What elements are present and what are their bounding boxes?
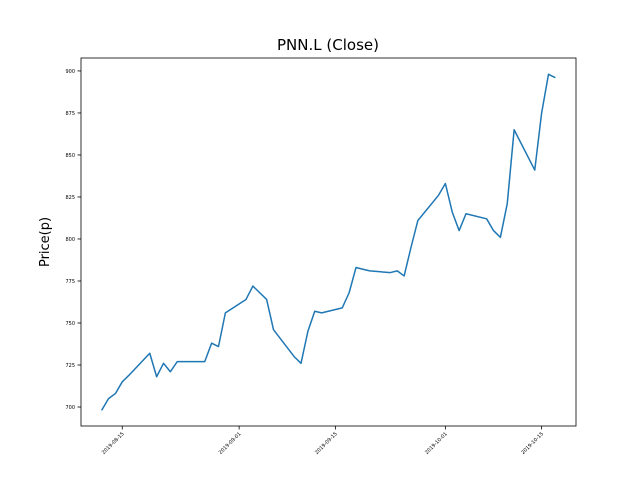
- y-tick-label: 725: [65, 363, 75, 369]
- price-line: [100, 73, 556, 411]
- y-tick-label: 825: [65, 195, 75, 201]
- y-tick-label: 700: [65, 405, 75, 411]
- chart-title: PNN.L (Close): [277, 36, 379, 54]
- y-axis-label: Price(p): [38, 217, 53, 267]
- y-tick-label: 800: [65, 237, 75, 243]
- y-tick-label: 875: [65, 111, 75, 117]
- plot-frame: [80, 57, 577, 427]
- y-tick-label: 750: [65, 321, 75, 327]
- y-tick-label: 775: [65, 279, 75, 285]
- y-tick-label: 900: [65, 69, 75, 75]
- y-tick-label: 850: [65, 153, 75, 159]
